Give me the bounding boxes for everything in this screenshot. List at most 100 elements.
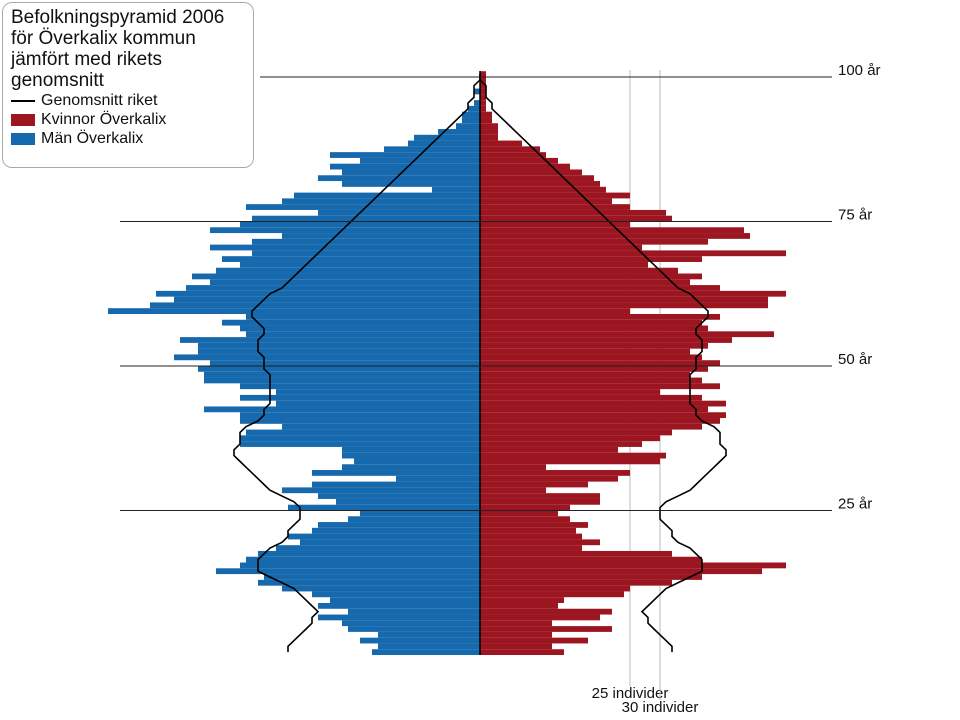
female-bar: [480, 221, 630, 228]
y-tick-label: 25 år: [838, 495, 872, 512]
female-bar: [480, 481, 588, 488]
female-bar: [480, 290, 786, 297]
male-bar: [210, 244, 480, 251]
male-bar: [342, 452, 480, 459]
female-bar: [480, 510, 558, 517]
male-bar: [180, 337, 480, 343]
male-bar: [252, 250, 480, 257]
male-bar: [372, 649, 480, 656]
female-bar: [480, 77, 486, 83]
legend-item: Kvinnor Överkalix: [11, 110, 245, 129]
male-bar: [240, 562, 480, 569]
male-bar: [288, 533, 480, 540]
female-bar: [480, 129, 498, 135]
male-bar: [222, 256, 480, 262]
male-bar: [432, 186, 480, 193]
female-bar: [480, 487, 546, 494]
male-bar: [288, 504, 480, 511]
male-bar: [336, 498, 480, 505]
female-bar: [480, 192, 630, 199]
male-bar: [150, 302, 480, 309]
female-bar: [480, 313, 720, 320]
male-bar: [474, 88, 480, 95]
y-tick-label: 100 år: [838, 62, 881, 79]
female-bar: [480, 105, 486, 112]
female-bar: [480, 418, 720, 424]
male-bar: [342, 446, 480, 453]
female-bar: [480, 631, 552, 638]
male-bar: [330, 597, 480, 603]
female-bar: [480, 325, 708, 332]
female-bar: [480, 545, 582, 551]
female-bar: [480, 394, 702, 401]
male-bar: [198, 366, 480, 372]
legend-item: Genomsnitt riket: [11, 91, 245, 110]
male-bar: [330, 152, 480, 158]
female-bar: [480, 273, 702, 280]
y-tick-label: 50 år: [838, 351, 872, 368]
x-tick-label: 25 individer: [592, 685, 669, 702]
female-bar: [480, 579, 672, 586]
female-bar: [480, 227, 744, 234]
national-average-line: [233, 74, 481, 653]
female-bar: [480, 233, 750, 239]
male-bar: [360, 157, 480, 164]
male-bar: [216, 267, 480, 274]
female-bar: [480, 550, 672, 557]
female-bar: [480, 163, 570, 170]
male-bar: [396, 475, 480, 482]
male-bar: [246, 204, 480, 210]
legend-swatch: [11, 113, 35, 126]
female-bar: [480, 574, 702, 580]
female-bar: [480, 649, 564, 656]
female-bar: [480, 319, 702, 326]
female-bar: [480, 366, 708, 372]
female-bar: [480, 377, 702, 384]
female-bar: [480, 562, 786, 569]
female-bar: [480, 533, 582, 540]
female-bar: [480, 423, 702, 430]
female-bar: [480, 498, 600, 505]
female-bar: [480, 354, 702, 361]
female-bar: [480, 400, 726, 407]
male-bar: [252, 215, 480, 222]
y-tick-label: 75 år: [838, 206, 872, 223]
female-bar: [480, 597, 564, 603]
male-bar: [468, 105, 480, 112]
female-bar: [480, 342, 708, 349]
male-bar: [462, 111, 480, 118]
male-bar: [276, 400, 480, 407]
male-bar: [156, 290, 480, 297]
female-bar: [480, 250, 786, 257]
legend-items: Genomsnitt riket Kvinnor Överkalix Män Öve…: [11, 91, 245, 148]
chart-title: Befolkningspyramid 2006 för Överkalix ko…: [11, 7, 225, 91]
male-bar: [240, 261, 480, 268]
female-bar: [480, 435, 660, 442]
male-bar: [318, 614, 480, 621]
male-bar: [348, 626, 480, 632]
male-bar: [300, 539, 480, 546]
male-bar: [210, 360, 480, 367]
male-bar: [240, 435, 480, 442]
male-bar: [360, 510, 480, 517]
male-bar: [330, 163, 480, 170]
male-bar: [384, 146, 480, 153]
female-bar: [480, 360, 720, 367]
female-bar: [480, 614, 600, 621]
male-bar: [342, 169, 480, 176]
male-bar: [210, 279, 480, 286]
legend-item: Män Överkalix: [11, 129, 245, 148]
female-bar: [480, 111, 492, 118]
male-bar: [294, 192, 480, 199]
male-bar: [282, 233, 480, 239]
male-bar: [240, 394, 480, 401]
female-bar: [480, 181, 600, 187]
male-bar: [222, 319, 480, 326]
female-bar: [480, 452, 666, 459]
female-bar: [480, 71, 486, 78]
female-bar: [480, 285, 720, 291]
female-bar: [480, 209, 666, 216]
male-bar: [474, 100, 480, 106]
male-bar: [342, 464, 480, 471]
